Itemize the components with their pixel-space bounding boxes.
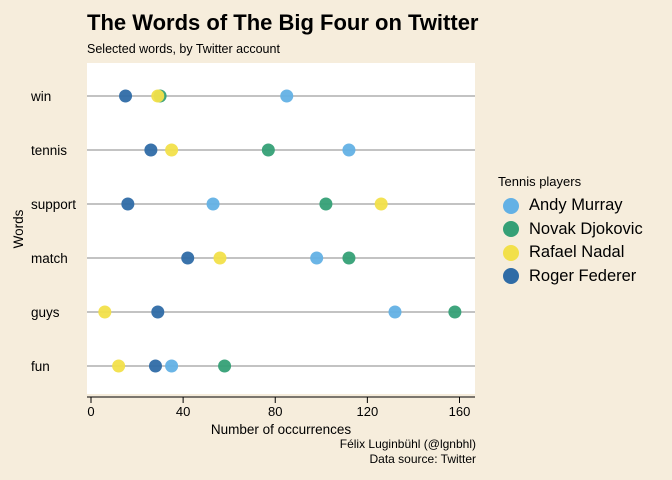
legend-swatch-novak-djokovic	[503, 221, 519, 238]
x-axis-label: Number of occurrences	[211, 422, 352, 437]
point-rafael-nadal-tennis	[165, 143, 179, 157]
point-novak-djokovic-guys	[448, 305, 462, 319]
caption-author: Félix Luginbühl (@lgnbhl)	[339, 437, 476, 451]
point-rafael-nadal-match	[213, 251, 227, 265]
point-roger-federer-match	[181, 251, 195, 265]
y-tick-label-tennis: tennis	[31, 143, 67, 158]
legend-items: Andy Murray Novak Djokovic Rafael Nadal Rog…	[498, 194, 643, 288]
chart-title: The Words of The Big Four on Twitter	[87, 10, 479, 35]
point-novak-djokovic-support	[319, 197, 333, 211]
legend-swatch-andy-murray	[503, 197, 519, 214]
point-roger-federer-fun	[148, 359, 162, 373]
legend-label-novak-djokovic: Novak Djokovic	[529, 219, 643, 238]
point-roger-federer-guys	[151, 305, 165, 319]
legend-item-novak-djokovic: Novak Djokovic	[498, 218, 643, 242]
legend-label-andy-murray: Andy Murray	[529, 196, 623, 215]
caption-source: Data source: Twitter	[369, 452, 477, 466]
point-novak-djokovic-match	[342, 251, 356, 265]
caption: Félix Luginbühl (@lgnbhl) Data source: T…	[340, 437, 476, 467]
point-andy-murray-fun	[165, 359, 179, 373]
point-andy-murray-support	[206, 197, 220, 211]
y-tick-label-fun: fun	[31, 359, 50, 374]
plot-panel	[87, 63, 475, 394]
point-rafael-nadal-win	[151, 89, 165, 103]
point-andy-murray-match	[310, 251, 324, 265]
point-rafael-nadal-fun	[112, 359, 126, 373]
legend-item-andy-murray: Andy Murray	[498, 194, 643, 218]
point-roger-federer-support	[121, 197, 135, 211]
x-tick-label-0: 0	[87, 404, 94, 419]
legend: Tennis players Andy Murray Novak Djokovic…	[498, 174, 643, 288]
legend-swatch-roger-federer	[503, 268, 519, 285]
legend-item-rafael-nadal: Rafael Nadal	[498, 241, 643, 265]
y-tick-label-guys: guys	[31, 305, 60, 320]
point-andy-murray-win	[280, 89, 294, 103]
point-rafael-nadal-support	[374, 197, 388, 211]
point-andy-murray-guys	[388, 305, 402, 319]
point-roger-federer-win	[119, 89, 133, 103]
legend-item-roger-federer: Roger Federer	[498, 265, 643, 289]
x-tick-label-160: 160	[449, 404, 471, 419]
legend-title: Tennis players	[498, 174, 582, 189]
legend-label-roger-federer: Roger Federer	[529, 266, 637, 285]
y-tick-label-win: win	[30, 89, 51, 104]
point-rafael-nadal-guys	[98, 305, 112, 319]
y-tick-label-match: match	[31, 251, 68, 266]
x-tick-label-80: 80	[268, 404, 282, 419]
point-novak-djokovic-tennis	[261, 143, 275, 157]
y-tick-label-support: support	[31, 197, 76, 212]
point-novak-djokovic-fun	[218, 359, 232, 373]
legend-swatch-rafael-nadal	[503, 244, 519, 261]
point-andy-murray-tennis	[342, 143, 356, 157]
legend-label-rafael-nadal: Rafael Nadal	[529, 243, 625, 262]
y-axis-label: Words	[11, 209, 26, 248]
chart-subtitle: Selected words, by Twitter account	[87, 42, 280, 56]
point-roger-federer-tennis	[144, 143, 158, 157]
x-tick-label-120: 120	[357, 404, 379, 419]
x-tick-label-40: 40	[176, 404, 190, 419]
